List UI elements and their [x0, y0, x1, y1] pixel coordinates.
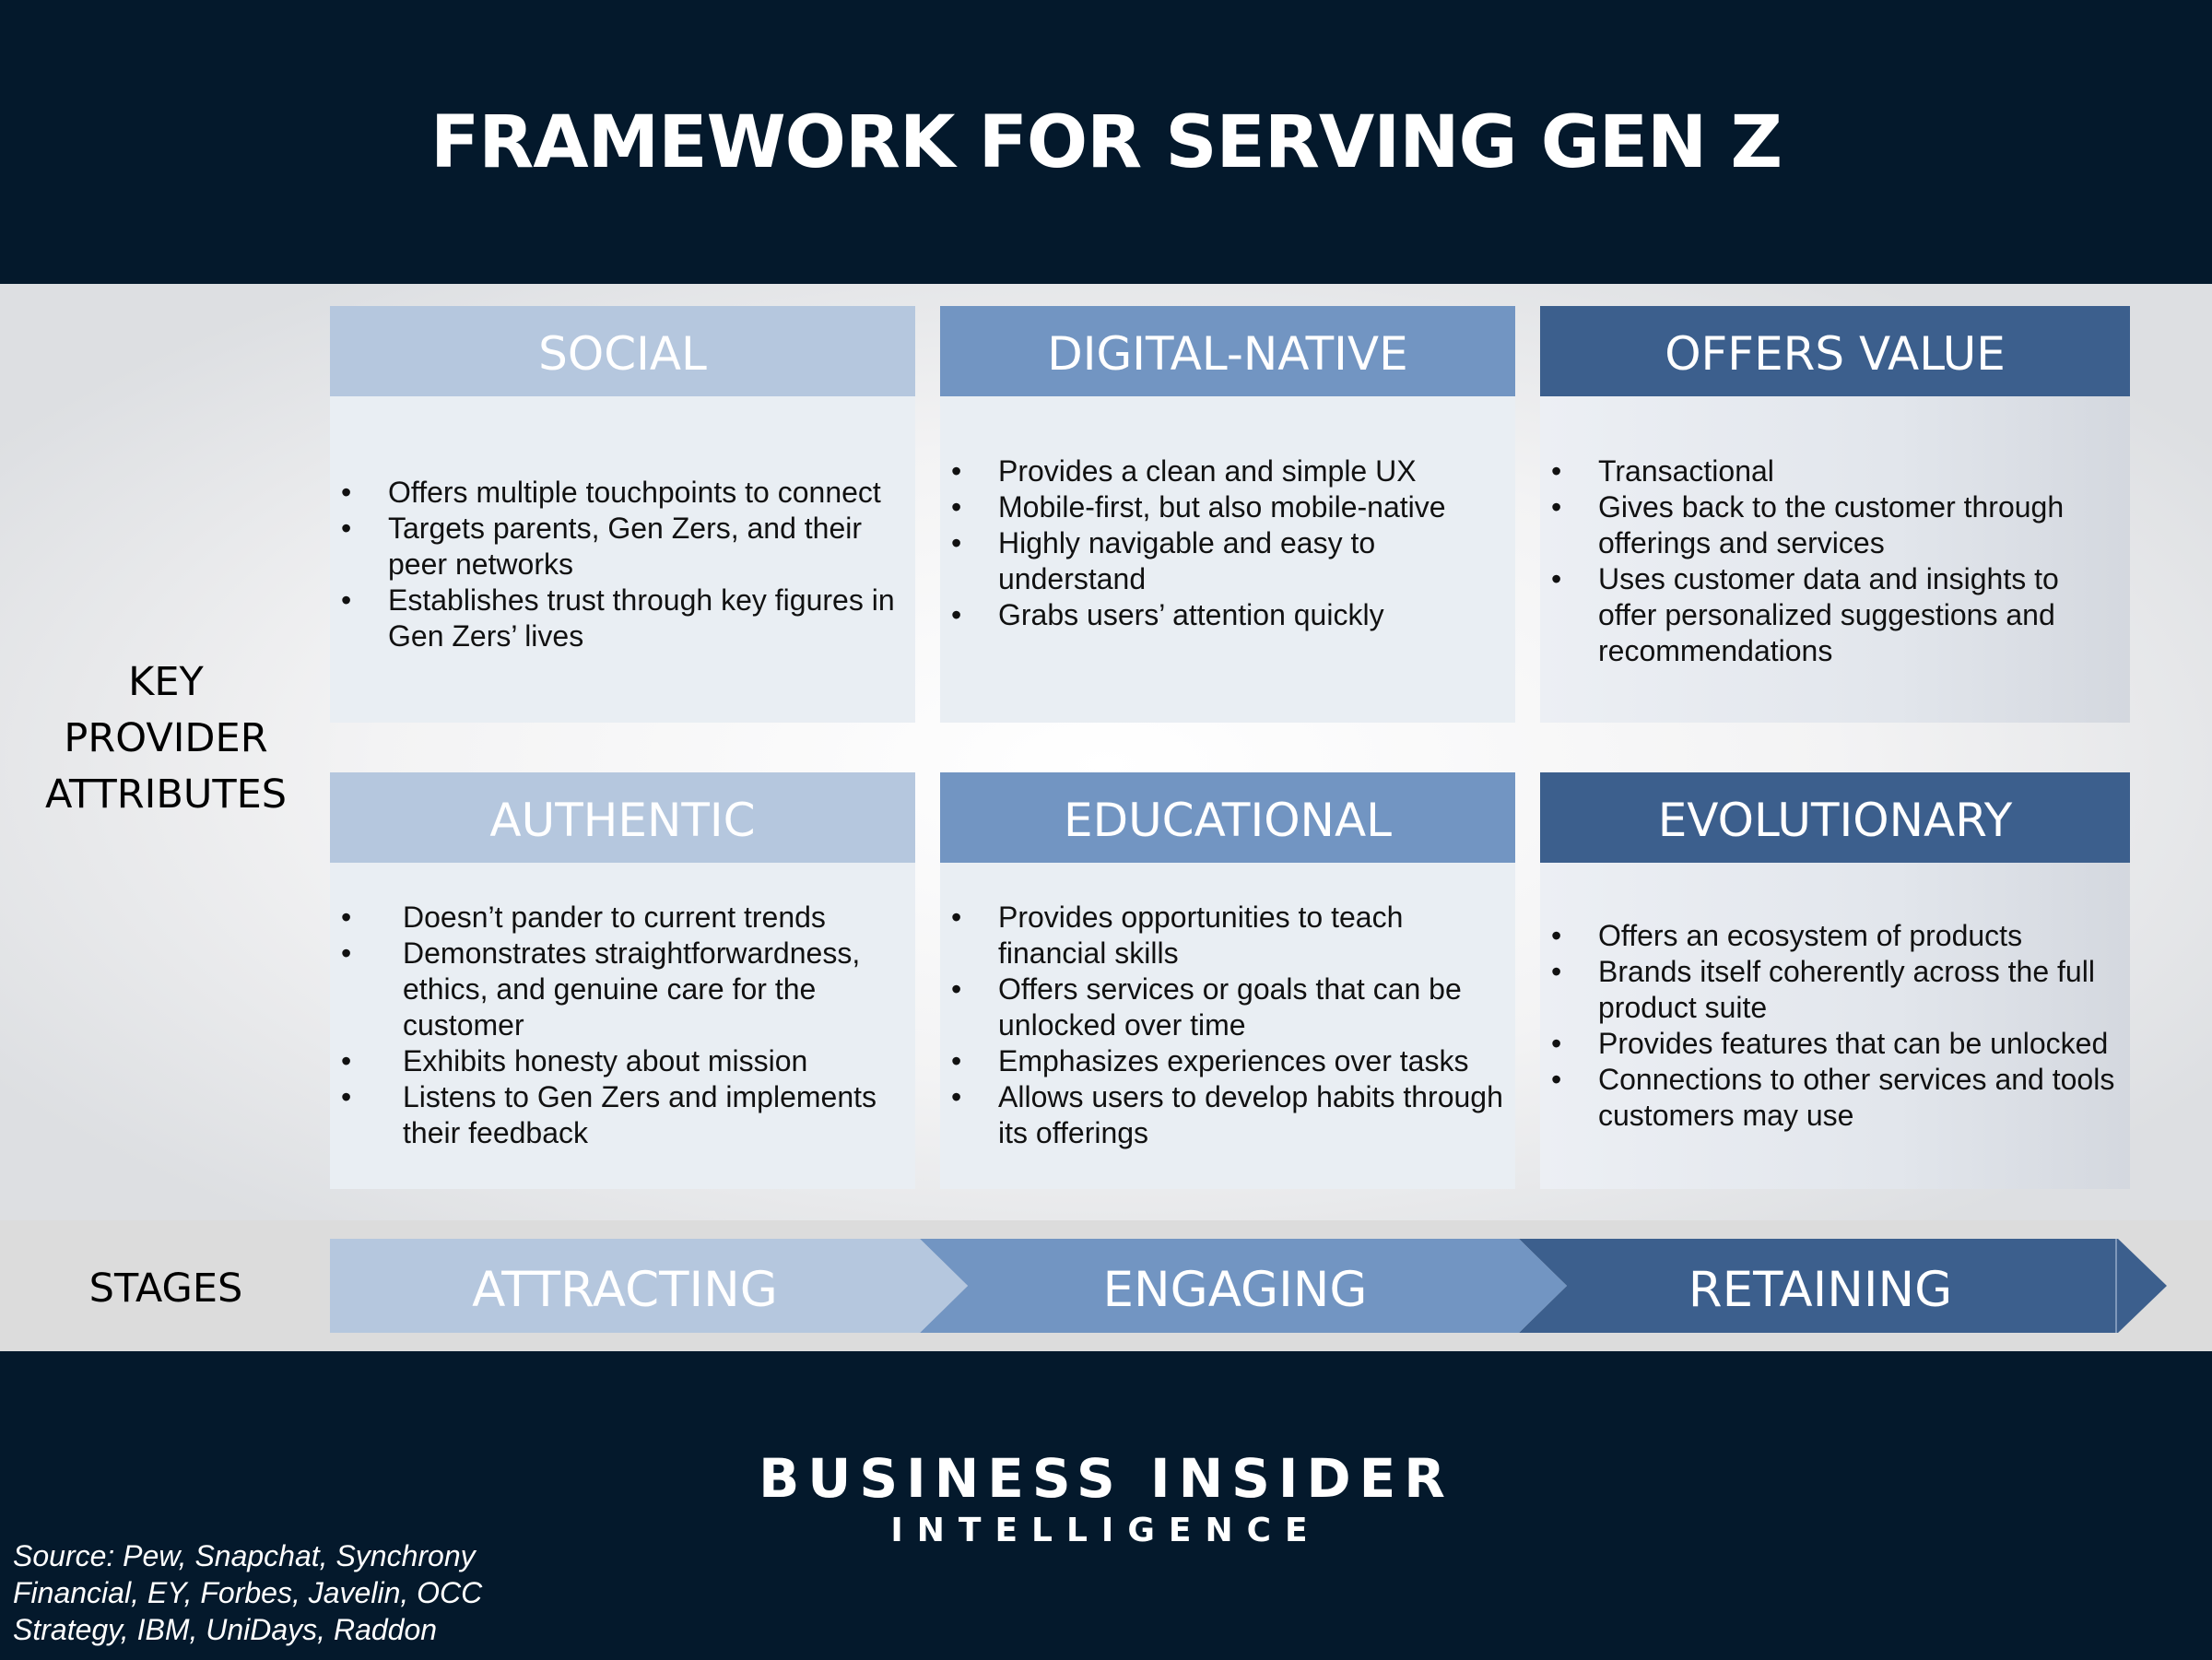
card-educational: EDUCATIONAL • Provides opportunities to t…	[940, 772, 1515, 1189]
card-digital-native: DIGITAL-NATIVE • Provides a clean and sim…	[940, 306, 1515, 723]
stage-retaining: RETAINING	[1688, 1262, 1953, 1318]
list-item: • Connections to other services and tools…	[1551, 1063, 2115, 1132]
source-line: Financial, EY, Forbes, Javelin, OCC	[13, 1576, 483, 1609]
bullet-list: • Provides a clean and simple UX • Mobile-…	[940, 453, 1515, 633]
stage-arrow-chevrons	[330, 1239, 2167, 1333]
list-item: • Listens to Gen Zers and implements thei…	[341, 1080, 877, 1149]
row-label-line: ATTRIBUTES	[44, 771, 288, 818]
bullet-list: • Provides opportunities to teach financi…	[940, 900, 1515, 1151]
list-item: • Provides opportunities to teach financi…	[951, 901, 1404, 970]
source-line: Source: Pew, Snapchat, Synchrony	[13, 1539, 476, 1572]
source-line: Strategy, IBM, UniDays, Raddon	[13, 1613, 438, 1646]
list-item: • Exhibits honesty about mission	[341, 1044, 808, 1077]
list-item: • Provides features that can be unlocked	[1551, 1027, 2109, 1060]
list-item: • Allows users to develop habits through …	[951, 1080, 1503, 1149]
list-item: • Targets parents, Gen Zers, and their pe…	[341, 511, 863, 581]
bullet-list: • Offers multiple touchpoints to connect …	[330, 475, 915, 654]
list-item: • Highly navigable and easy to understand	[951, 526, 1376, 595]
list-item: • Offers multiple touchpoints to connect	[341, 475, 881, 509]
list-item: • Doesn’t pander to current trends	[341, 901, 826, 934]
logo-intelligence: INTELLIGENCE	[890, 1512, 1322, 1549]
stage-engaging: ENGAGING	[1102, 1262, 1368, 1318]
row-label-line: PROVIDER	[64, 715, 268, 761]
stage-attracting: ATTRACTING	[472, 1262, 778, 1318]
bullet-list: • Offers an ecosystem of products • Brands…	[1540, 918, 2130, 1134]
stage-chevron-mid	[920, 1239, 1567, 1333]
list-item: • Transactional	[1551, 454, 1774, 488]
list-item: • Establishes trust through key figures i…	[341, 583, 895, 653]
row-label-key-provider-attributes: KEY PROVIDER ATTRIBUTES	[28, 654, 304, 823]
list-item: • Gives back to the customer through offe…	[1551, 490, 2065, 559]
card-authentic: AUTHENTIC • Doesn’t pander to current tre…	[330, 772, 915, 1189]
list-item: • Offers an ecosystem of products	[1551, 919, 2023, 952]
source-note: Source: Pew, Snapchat, Synchrony Financi…	[13, 1537, 566, 1648]
row-label-line: KEY	[128, 659, 204, 705]
card-heading: SOCIAL	[330, 306, 915, 396]
list-item: • Demonstrates straightforwardness, ethic…	[341, 936, 861, 1042]
card-heading: OFFERS VALUE	[1540, 306, 2130, 396]
list-item: • Emphasizes experiences over tasks	[951, 1044, 1469, 1077]
bullet-list: • Transactional • Gives back to the custom…	[1540, 453, 2130, 669]
list-item: • Grabs users’ attention quickly	[951, 598, 1384, 631]
card-heading: EDUCATIONAL	[940, 772, 1515, 863]
bullet-list: • Doesn’t pander to current trends • Demon…	[330, 900, 915, 1151]
page-title: FRAMEWORK FOR SERVING GEN Z	[429, 101, 1783, 184]
list-item: • Uses customer data and insights to offe…	[1551, 562, 2059, 667]
list-item: • Offers services or goals that can be un…	[951, 972, 1462, 1042]
stages-label: STAGES	[88, 1266, 243, 1312]
list-item: • Brands itself coherently across the ful…	[1551, 955, 2095, 1024]
stage-chevron-light	[330, 1239, 968, 1333]
stage-chevron-dark	[1519, 1239, 2167, 1333]
card-evolutionary: EVOLUTIONARY • Offers an ecosystem of pro…	[1540, 772, 2130, 1189]
list-item: • Mobile-first, but also mobile-native	[951, 490, 1446, 524]
logo-business-insider: BUSINESS INSIDER	[759, 1447, 1453, 1510]
card-social: SOCIAL • Offers multiple touchpoints to c…	[330, 306, 915, 723]
card-heading: AUTHENTIC	[330, 772, 915, 863]
card-heading: EVOLUTIONARY	[1540, 772, 2130, 863]
card-offers-value: OFFERS VALUE • Transactional • Gives back …	[1540, 306, 2130, 723]
list-item: • Provides a clean and simple UX	[951, 454, 1417, 488]
card-heading: DIGITAL-NATIVE	[940, 306, 1515, 396]
